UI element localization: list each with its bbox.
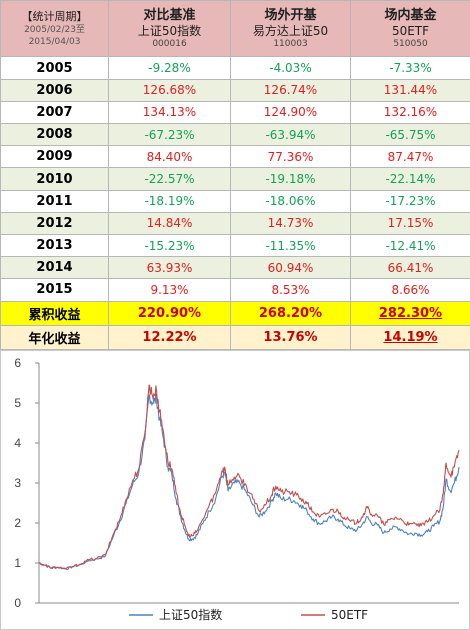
table-row: 2015 9.13% 8.53% 8.66% (0, 278, 470, 302)
return-cell: 126.74% (230, 78, 351, 102)
period-label: 【统计周期】 (21, 9, 88, 23)
y-tick-label: 2 (14, 516, 21, 530)
y-tick-label: 5 (14, 396, 21, 410)
return-cell: 66.41% (350, 256, 470, 280)
return-cell: -17.23% (350, 189, 470, 213)
table-row: 2009 84.40% 77.36% 87.47% (0, 145, 470, 169)
column-header-otc-fund: 场外开基 易方达上证50 110003 (230, 0, 351, 58)
chart-legend: 上证50指数 50ETF (129, 607, 368, 622)
chart-series (38, 384, 460, 570)
return-cell: 14.84% (108, 211, 231, 235)
row-label: 年化收益 (0, 324, 109, 351)
column-fund-name: 50ETF (391, 23, 430, 38)
value-cell: 13.76% (230, 324, 351, 351)
return-cell: -63.94% (230, 123, 351, 147)
legend-label: 50ETF (331, 608, 368, 622)
table-row: 2014 63.93% 60.94% 66.41% (0, 256, 470, 280)
column-fund-code: 510050 (393, 38, 428, 49)
table-row: 2013 -15.23% -11.35% -12.41% (0, 233, 470, 258)
series-line-0 (38, 393, 460, 570)
return-cell: -18.06% (230, 189, 351, 213)
value-cell: 268.20% (230, 300, 351, 326)
column-category: 场内基金 (384, 7, 437, 23)
legend-label: 上证50指数 (159, 607, 222, 622)
column-category: 场外开基 (264, 7, 317, 23)
return-cell: -15.23% (108, 233, 231, 258)
column-category: 对比基准 (143, 7, 196, 23)
return-cell: -22.14% (350, 167, 470, 191)
y-tick-label: 0 (14, 596, 21, 610)
y-tick-label: 3 (14, 476, 21, 490)
period-end: 2015/04/03 (28, 36, 81, 47)
column-header-benchmark: 对比基准 上证50指数 000016 (108, 0, 231, 58)
table-row: 2010 -22.57% -19.18% -22.14% (0, 167, 470, 191)
nav-chart-panel: 0 1 2 3 4 5 6 上证50指数 50ETF (0, 350, 470, 630)
period-start: 2005/02/23至 (24, 24, 85, 35)
column-header-exchange-fund: 场内基金 50ETF 510050 (350, 0, 470, 58)
return-cell: 77.36% (230, 145, 351, 169)
performance-table: 【统计周期】 2005/02/23至 2015/04/03 对比基准 上证50指… (0, 0, 470, 351)
column-fund-name: 易方达上证50 (252, 23, 329, 38)
column-fund-code: 110003 (273, 38, 308, 49)
year-cell: 2005 (0, 56, 109, 80)
chart-axes: 0 1 2 3 4 5 6 (14, 356, 459, 610)
return-cell: -65.75% (350, 123, 470, 147)
column-fund-code: 000016 (152, 38, 187, 49)
return-cell: -67.23% (108, 123, 231, 147)
return-cell: -4.03% (230, 56, 351, 80)
return-cell: -19.18% (230, 167, 351, 191)
table-header-row: 【统计周期】 2005/02/23至 2015/04/03 对比基准 上证50指… (0, 0, 470, 58)
nav-line-chart: 0 1 2 3 4 5 6 上证50指数 50ETF (14, 356, 460, 622)
return-cell: 63.93% (108, 256, 231, 280)
return-cell: 126.68% (108, 78, 231, 102)
table-row: 2012 14.84% 14.73% 17.15% (0, 211, 470, 235)
period-cell: 【统计周期】 2005/02/23至 2015/04/03 (0, 0, 109, 58)
value-cell: 12.22% (108, 324, 231, 351)
return-cell: 8.66% (350, 278, 470, 302)
return-cell: 84.40% (108, 145, 231, 169)
value-cell: 220.90% (108, 300, 231, 326)
table-row: 2006 126.68% 126.74% 131.44% (0, 78, 470, 102)
return-cell: -7.33% (350, 56, 470, 80)
y-tick-label: 6 (14, 356, 21, 370)
year-cell: 2011 (0, 189, 109, 213)
year-cell: 2010 (0, 167, 109, 191)
table-row: 2007 134.13% 124.90% 132.16% (0, 100, 470, 125)
return-cell: -9.28% (108, 56, 231, 80)
return-cell: 14.73% (230, 211, 351, 235)
return-cell: 9.13% (108, 278, 231, 302)
column-fund-name: 上证50指数 (137, 23, 202, 38)
year-cell: 2014 (0, 256, 109, 280)
return-cell: 17.15% (350, 211, 470, 235)
year-cell: 2009 (0, 145, 109, 169)
row-label: 累积收益 (0, 300, 109, 326)
table-row: 2005 -9.28% -4.03% -7.33% (0, 56, 470, 80)
return-cell: 8.53% (230, 278, 351, 302)
return-cell: -12.41% (350, 233, 470, 258)
cumulative-return-row: 累积收益 220.90% 268.20% 282.30% (0, 300, 470, 326)
return-cell: 87.47% (350, 145, 470, 169)
year-cell: 2012 (0, 211, 109, 235)
series-line-1 (38, 384, 460, 570)
annualized-return-row: 年化收益 12.22% 13.76% 14.19% (0, 324, 470, 351)
year-cell: 2007 (0, 100, 109, 125)
y-tick-label: 4 (14, 436, 21, 450)
year-cell: 2008 (0, 123, 109, 147)
return-cell: -11.35% (230, 233, 351, 258)
return-cell: 131.44% (350, 78, 470, 102)
return-cell: 60.94% (230, 256, 351, 280)
table-row: 2011 -18.19% -18.06% -17.23% (0, 189, 470, 213)
table-row: 2008 -67.23% -63.94% -65.75% (0, 123, 470, 147)
return-cell: -22.57% (108, 167, 231, 191)
y-tick-label: 1 (14, 556, 21, 570)
year-cell: 2006 (0, 78, 109, 102)
value-cell: 282.30% (350, 300, 470, 326)
year-cell: 2015 (0, 278, 109, 302)
return-cell: 124.90% (230, 100, 351, 125)
value-cell: 14.19% (350, 324, 470, 351)
year-cell: 2013 (0, 233, 109, 258)
return-cell: 134.13% (108, 100, 231, 125)
return-cell: -18.19% (108, 189, 231, 213)
return-cell: 132.16% (350, 100, 470, 125)
